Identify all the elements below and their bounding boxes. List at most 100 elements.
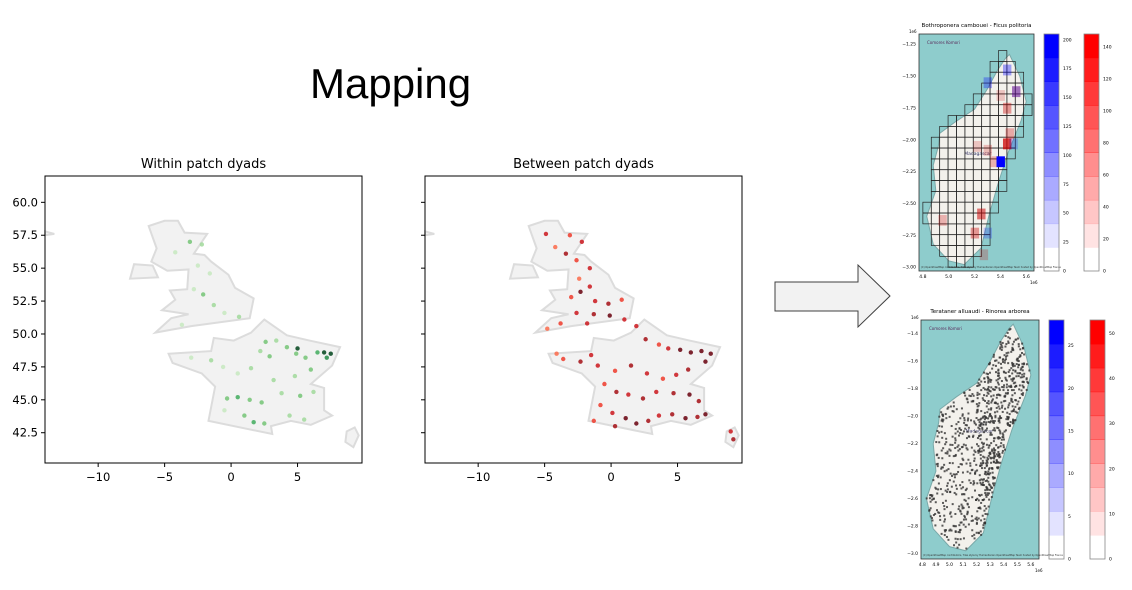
occurrence-point	[990, 487, 993, 490]
occurrence-point	[945, 441, 948, 444]
occurrence-point	[993, 388, 996, 391]
occurrence-point	[954, 537, 957, 540]
occurrence-point	[998, 456, 1001, 459]
occurrence-point	[976, 408, 979, 411]
occurrence-point	[934, 501, 937, 504]
occurrence-point	[945, 437, 948, 440]
colorbar-level	[1084, 223, 1099, 248]
colorbar-level	[1049, 463, 1064, 488]
y-tick-label: −1.25	[902, 42, 916, 48]
occurrence-point	[988, 473, 991, 476]
occurrence-point	[987, 379, 990, 382]
occurrence-point	[985, 459, 988, 462]
occurrence-point	[977, 426, 980, 429]
data-point	[576, 276, 582, 281]
occurrence-point	[1017, 400, 1020, 403]
x-tick-label: 5	[294, 470, 301, 484]
occurrence-point	[955, 487, 958, 490]
occurrence-point	[983, 522, 986, 525]
occurrence-point	[1004, 399, 1007, 402]
colorbar-level	[1090, 415, 1105, 440]
grid-cell	[972, 245, 983, 257]
occurrence-point	[976, 469, 979, 472]
occurrence-point	[990, 416, 993, 419]
occurrence-point	[986, 487, 989, 490]
occurrence-point	[997, 450, 1000, 453]
occurrence-point	[963, 419, 966, 422]
colorbar-tick-label: 150	[1063, 95, 1072, 101]
colorbar-level	[1090, 320, 1105, 345]
occurrence-point	[949, 472, 952, 475]
grid-cell	[1014, 126, 1025, 138]
colorbar-tick-label: 25	[1068, 343, 1074, 349]
occurrence-point	[967, 426, 970, 429]
occurrence-point	[986, 411, 989, 414]
occurrence-point	[1015, 363, 1018, 366]
occurrence-point	[987, 400, 990, 403]
data-point	[584, 321, 590, 326]
occurrence-point	[964, 394, 967, 397]
data-point	[578, 289, 583, 295]
occurrence-point	[954, 530, 957, 533]
data-point	[543, 231, 549, 237]
occurrence-point	[943, 432, 946, 435]
colorbar-level	[1049, 367, 1064, 393]
occurrence-point	[999, 417, 1002, 420]
occurrence-point	[971, 393, 974, 396]
occurrence-point	[939, 518, 942, 521]
occurrence-point	[983, 498, 986, 501]
occurrence-point	[980, 410, 983, 413]
occurrence-point	[1016, 411, 1019, 414]
occurrence-point	[1005, 386, 1008, 389]
place-label: Comores Komori	[929, 326, 962, 331]
occurrence-point	[985, 427, 988, 430]
occurrence-point	[974, 470, 977, 473]
occurrence-point	[1012, 362, 1015, 365]
occurrence-point	[964, 489, 967, 492]
occurrence-point	[1012, 419, 1015, 422]
occurrence-point	[989, 390, 992, 393]
data-point	[677, 347, 683, 352]
occurrence-point	[967, 458, 970, 461]
occurrence-point	[987, 385, 990, 388]
occurrence-point	[981, 514, 984, 517]
occurrence-point	[940, 419, 943, 422]
occurrence-point	[982, 481, 985, 484]
occurrence-point	[948, 415, 951, 418]
x-tick-label: 4.8	[919, 274, 926, 280]
colorbar-tick-label: 60	[1103, 172, 1109, 178]
occurrence-point	[944, 443, 947, 446]
occurrence-point	[1000, 362, 1003, 365]
occurrence-point	[948, 462, 951, 465]
occurrence-point	[1017, 375, 1020, 378]
red-cell	[996, 90, 1005, 101]
blue-cell	[1012, 86, 1021, 98]
occurrence-point	[1005, 343, 1008, 346]
occurrence-point	[981, 459, 984, 462]
x-tick-label: 5.6	[1027, 562, 1034, 568]
data-point	[683, 416, 688, 421]
occurrence-point	[983, 509, 986, 512]
occurrence-point	[976, 394, 979, 397]
occurrence-point	[1021, 369, 1024, 372]
within-patch-chart: Within patch dyads −10 −5 0 5 42.5 45.0 47.5 50.…	[12, 157, 363, 484]
occurrence-point	[991, 398, 994, 401]
occurrence-point	[1007, 404, 1010, 407]
colorbar-tick-label: 75	[1063, 182, 1069, 188]
occurrence-point	[965, 437, 968, 440]
occurrence-point	[946, 407, 949, 410]
colorbar-level	[1044, 199, 1059, 225]
occurrence-point	[949, 512, 952, 515]
occurrence-point	[1008, 385, 1011, 388]
occurrence-point	[987, 392, 990, 395]
occurrence-point	[960, 407, 963, 410]
occurrence-point	[976, 405, 979, 408]
occurrence-point	[958, 529, 961, 532]
occurrence-point	[989, 472, 992, 475]
occurrence-point	[999, 455, 1002, 458]
occurrence-point	[983, 456, 986, 459]
occurrence-point	[950, 515, 953, 518]
occurrence-point	[986, 460, 989, 463]
occurrence-point	[984, 512, 987, 515]
occurrence-point	[988, 371, 991, 374]
